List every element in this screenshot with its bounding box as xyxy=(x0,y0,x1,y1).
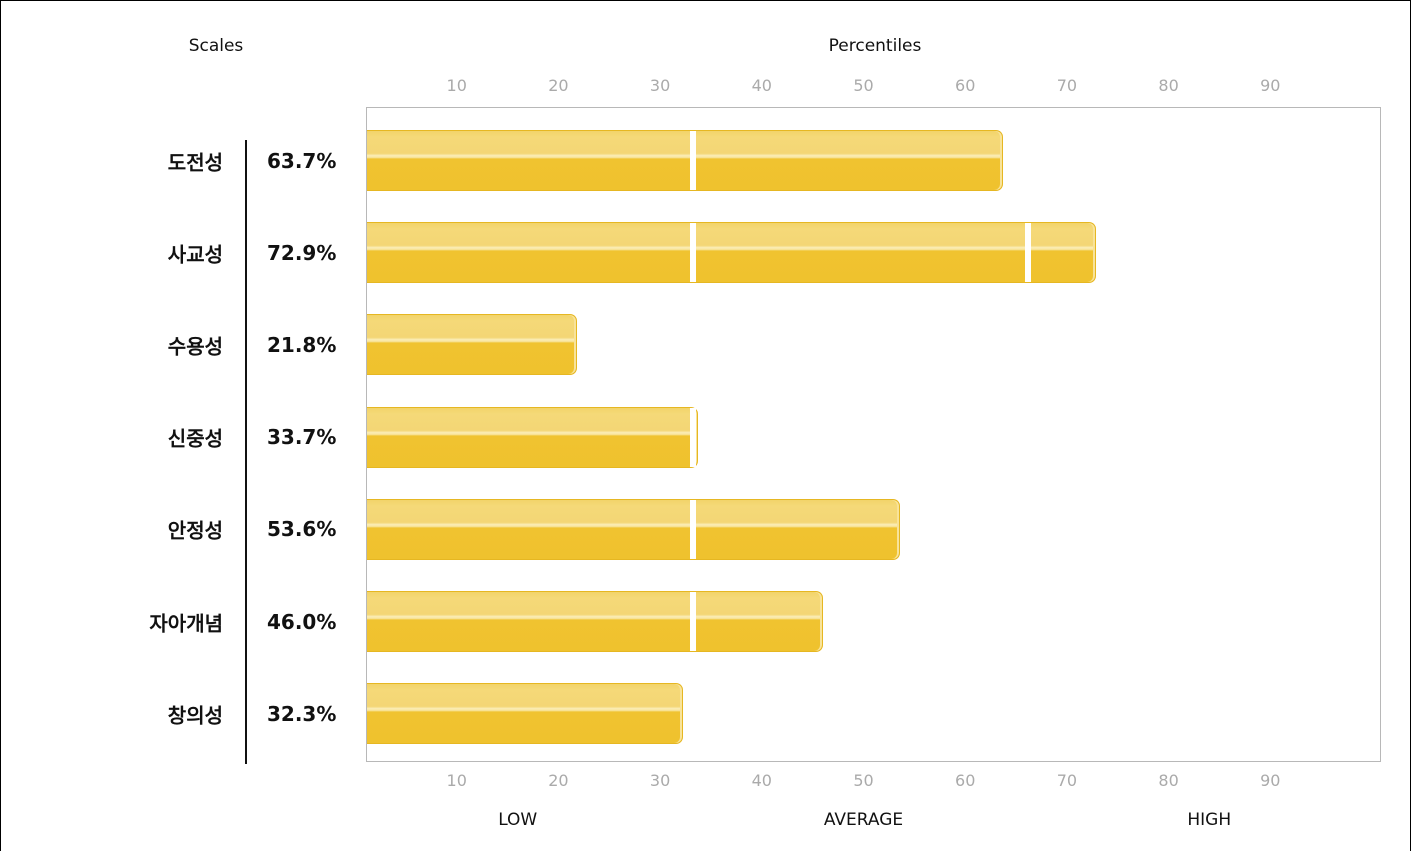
zone-label: LOW xyxy=(498,810,538,830)
scale-label: 자아개념 xyxy=(149,611,223,635)
percentile-bar xyxy=(367,314,577,376)
top-tick-label: 10 xyxy=(446,76,467,95)
top-tick-label: 70 xyxy=(1056,76,1078,95)
bottom-tick-label: 90 xyxy=(1260,771,1281,790)
bottom-tick-label: 10 xyxy=(446,771,467,790)
zone-gap xyxy=(1025,223,1032,283)
zone-gap xyxy=(689,592,696,651)
percentile-bar xyxy=(367,406,698,468)
percentile-bar xyxy=(367,222,1097,284)
percentile-bar xyxy=(367,683,684,745)
scale-label: 신중성 xyxy=(167,426,223,451)
value-label: 53.6% xyxy=(267,517,337,542)
value-label: 63.7% xyxy=(267,148,337,173)
value-label: 46.0% xyxy=(267,609,337,634)
top-tick-label: 40 xyxy=(751,76,772,95)
zone-gap xyxy=(689,223,696,283)
value-label: 21.8% xyxy=(267,332,337,357)
bottom-tick-label: 40 xyxy=(751,771,772,790)
top-tick-label: 20 xyxy=(548,76,569,95)
zone-gap xyxy=(689,407,696,467)
percentile-bar xyxy=(367,591,823,652)
scale-label: 사교성 xyxy=(167,242,223,267)
scale-label: 도전성 xyxy=(167,150,223,174)
scale-divider xyxy=(245,140,247,764)
zone-label: HIGH xyxy=(1187,810,1232,830)
zone-label: AVERAGE xyxy=(823,810,904,830)
scale-label: 안정성 xyxy=(167,518,223,543)
top-tick-label: 30 xyxy=(649,76,671,95)
bottom-tick-label: 80 xyxy=(1158,771,1179,790)
value-label: 32.3% xyxy=(267,701,337,726)
bottom-tick-label: 20 xyxy=(548,771,569,790)
scales-title: Scales xyxy=(188,36,244,56)
top-tick-label: 80 xyxy=(1158,76,1179,95)
bottom-tick-label: 50 xyxy=(853,771,874,790)
top-tick-label: 60 xyxy=(955,76,976,95)
percentile-bar xyxy=(367,498,901,560)
bottom-tick-label: 70 xyxy=(1056,771,1078,790)
zone-gap xyxy=(689,499,696,559)
top-tick-label: 50 xyxy=(853,76,874,95)
percentile-bar xyxy=(367,130,1003,191)
plot-area xyxy=(366,107,1381,762)
bottom-tick-label: 30 xyxy=(649,771,671,790)
scale-label: 수용성 xyxy=(167,334,223,359)
top-tick-label: 90 xyxy=(1260,76,1281,95)
percentiles-title: Percentiles xyxy=(828,36,922,56)
zone-gap xyxy=(689,131,696,190)
value-label: 33.7% xyxy=(267,425,337,450)
bottom-tick-label: 60 xyxy=(955,771,976,790)
scale-label: 창의성 xyxy=(167,703,223,728)
value-label: 72.9% xyxy=(267,240,337,265)
